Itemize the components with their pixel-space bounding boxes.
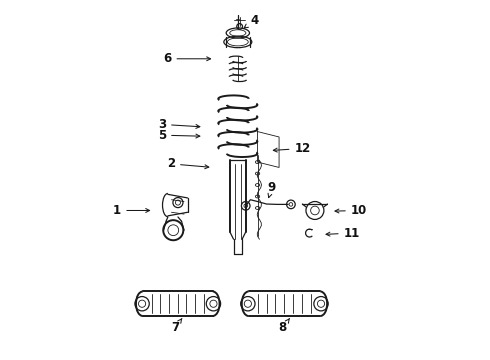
Text: 8: 8 bbox=[278, 319, 290, 334]
Text: 2: 2 bbox=[167, 157, 209, 170]
Text: 5: 5 bbox=[158, 129, 200, 142]
Text: 10: 10 bbox=[335, 204, 367, 217]
Text: 11: 11 bbox=[326, 226, 360, 239]
Text: 4: 4 bbox=[244, 14, 259, 28]
Text: 9: 9 bbox=[268, 181, 276, 198]
Text: 3: 3 bbox=[158, 118, 200, 131]
Text: 6: 6 bbox=[163, 52, 211, 65]
Text: 7: 7 bbox=[171, 319, 182, 334]
Text: 1: 1 bbox=[113, 204, 149, 217]
Text: 12: 12 bbox=[273, 142, 311, 155]
